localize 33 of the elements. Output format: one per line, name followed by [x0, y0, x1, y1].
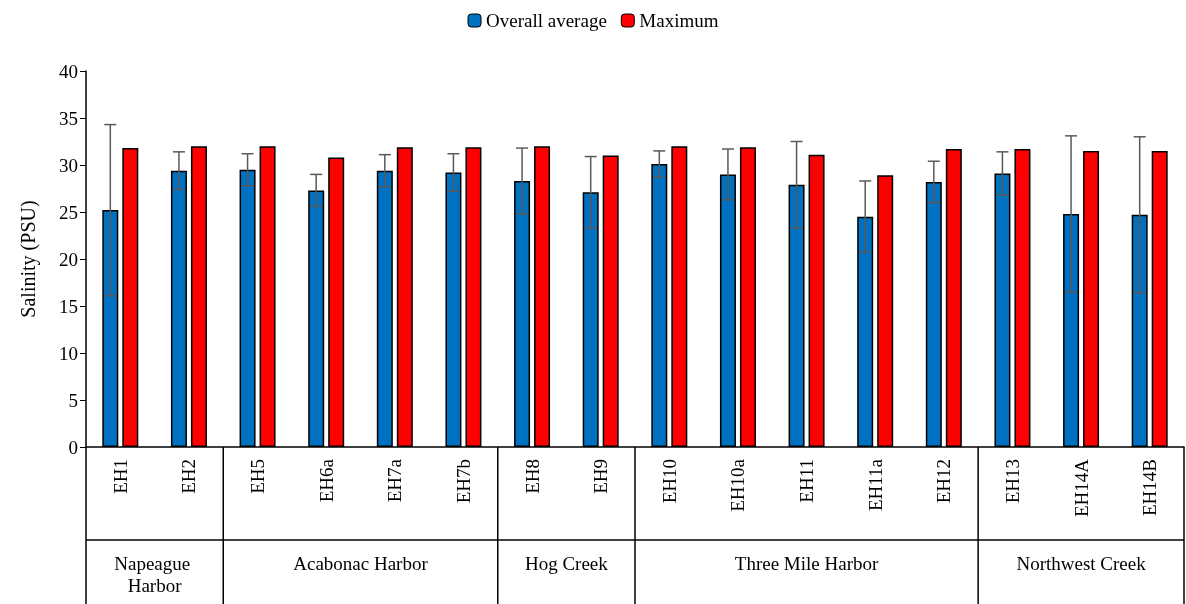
y-axis-title: Salinity (PSU)	[17, 200, 40, 318]
legend-label: Maximum	[639, 10, 719, 31]
y-tick-label: 15	[59, 295, 78, 317]
x-tick-label: EH14A	[1070, 458, 1092, 518]
y-tick-label: 25	[59, 201, 78, 223]
y-tick-label: 35	[59, 107, 78, 129]
x-tick-label: EH7a	[384, 458, 406, 503]
x-tick-label: EH10	[658, 459, 680, 504]
y-tick-label: 5	[68, 389, 78, 411]
y-tick-label: 30	[59, 154, 78, 176]
x-tick-label: EH1	[109, 459, 131, 494]
x-tick-label: EH2	[178, 459, 200, 494]
x-tick-label: EH14B	[1139, 459, 1161, 516]
x-tick-label: EH5	[247, 459, 269, 494]
legend-label: Overall average	[486, 10, 607, 31]
x-tick-label: EH6a	[315, 458, 337, 503]
y-tick-label: 0	[68, 436, 78, 458]
x-tick-label: EH7b	[452, 459, 474, 504]
x-tick-label: EH8	[521, 459, 543, 494]
y-tick-label: 40	[59, 60, 78, 82]
x-tick-label: EH9	[590, 459, 612, 494]
y-tick-label: 10	[59, 342, 78, 364]
x-tick-label: EH13	[1001, 459, 1023, 504]
x-tick-label: EH12	[933, 459, 955, 504]
text: Hog Creek	[524, 552, 609, 574]
text: Northwest Creek	[1016, 552, 1147, 574]
text: Acabonac Harbor	[293, 552, 429, 574]
y-tick-label: 20	[59, 248, 78, 270]
x-tick-label: EH10a	[727, 458, 749, 512]
text: Napeague Harbor	[114, 552, 195, 596]
x-tick-label: EH11a	[864, 458, 886, 512]
x-tick-label: EH11	[796, 459, 818, 503]
text: Three Mile Harbor	[734, 552, 879, 574]
